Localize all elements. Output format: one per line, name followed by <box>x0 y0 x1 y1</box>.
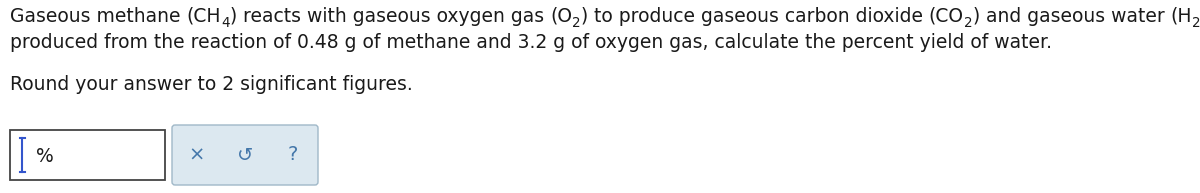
Text: ?: ? <box>288 146 298 164</box>
Text: and gaseous water: and gaseous water <box>979 7 1170 26</box>
Text: (CO: (CO <box>929 7 964 26</box>
Text: (H: (H <box>1170 7 1192 26</box>
Text: to produce gaseous carbon dioxide: to produce gaseous carbon dioxide <box>588 7 929 26</box>
Text: reacts with gaseous oxygen gas: reacts with gaseous oxygen gas <box>236 7 550 26</box>
Text: Gaseous methane: Gaseous methane <box>10 7 186 26</box>
Text: 2: 2 <box>572 16 581 30</box>
Text: 2: 2 <box>964 16 972 30</box>
Text: %: % <box>36 147 54 167</box>
Text: ×: × <box>188 146 205 164</box>
Text: (O: (O <box>550 7 572 26</box>
Text: 4: 4 <box>221 16 229 30</box>
Text: ): ) <box>581 7 588 26</box>
Text: (CH: (CH <box>186 7 221 26</box>
Text: Round your answer to 2 significant figures.: Round your answer to 2 significant figur… <box>10 75 413 94</box>
Text: 2: 2 <box>1192 16 1200 30</box>
Text: ↺: ↺ <box>236 146 253 164</box>
Bar <box>10 130 166 180</box>
Text: ): ) <box>972 7 979 26</box>
Text: ): ) <box>229 7 236 26</box>
FancyBboxPatch shape <box>172 125 318 185</box>
Text: produced from the reaction of 0.48 g of methane and 3.2 g of oxygen gas, calcula: produced from the reaction of 0.48 g of … <box>10 33 1052 52</box>
